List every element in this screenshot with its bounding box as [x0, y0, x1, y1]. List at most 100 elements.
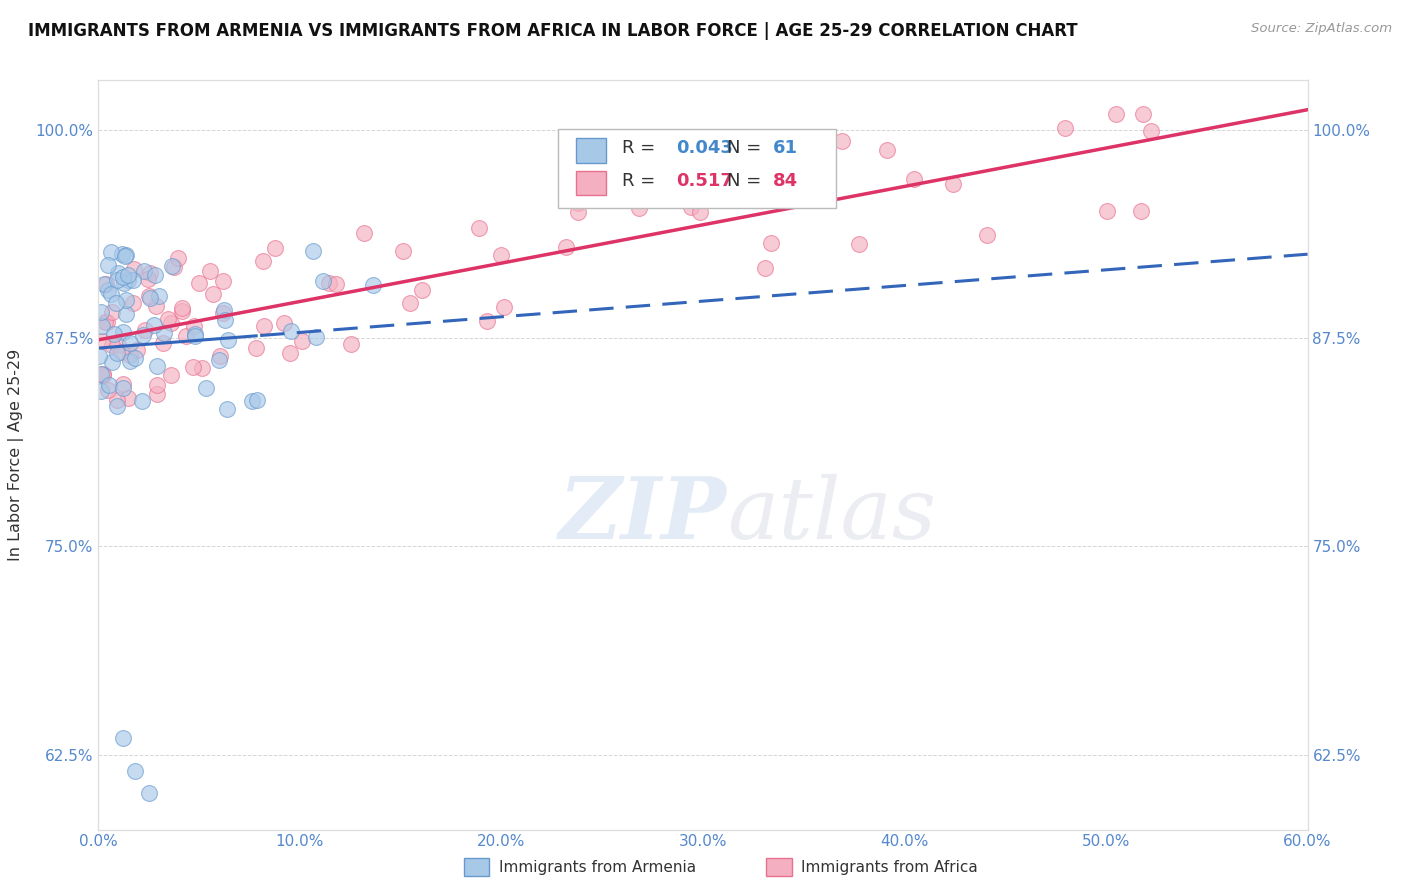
Text: Immigrants from Armenia: Immigrants from Armenia — [499, 860, 696, 874]
Point — [273, 316, 295, 330]
Point — [903, 171, 925, 186]
Point — [115, 248, 138, 262]
Point — [134, 323, 156, 337]
Point — [97, 384, 120, 398]
Point — [152, 335, 174, 350]
Point — [160, 368, 183, 383]
Point — [1129, 203, 1152, 218]
Point — [392, 244, 415, 258]
Point — [353, 226, 375, 240]
Point — [305, 329, 328, 343]
Point — [848, 237, 870, 252]
Point — [153, 326, 176, 340]
Text: R =: R = — [621, 139, 655, 157]
Point — [278, 346, 301, 360]
Point — [1053, 120, 1076, 135]
Point — [134, 264, 156, 278]
Text: 0.043: 0.043 — [676, 139, 734, 157]
Point — [759, 235, 782, 250]
Point — [253, 319, 276, 334]
Point — [111, 381, 134, 395]
Point — [159, 316, 181, 330]
Point — [111, 731, 134, 745]
Point — [325, 277, 347, 291]
Text: N =: N = — [727, 172, 762, 190]
Point — [101, 354, 124, 368]
Point — [105, 346, 128, 360]
Point — [90, 305, 112, 319]
Point — [627, 201, 650, 215]
Point — [112, 276, 135, 290]
Point — [93, 277, 115, 292]
Point — [100, 245, 122, 260]
Point — [941, 177, 963, 191]
Point — [146, 387, 169, 401]
Point — [555, 240, 578, 254]
Text: 0.517: 0.517 — [676, 172, 734, 190]
Point — [252, 253, 274, 268]
Point — [120, 348, 142, 362]
Point — [318, 277, 340, 291]
Point — [399, 295, 422, 310]
Point — [96, 315, 118, 329]
Point — [121, 273, 143, 287]
Point — [90, 367, 112, 381]
Point — [174, 328, 197, 343]
Point — [208, 353, 231, 368]
Point — [117, 268, 139, 282]
FancyBboxPatch shape — [576, 170, 606, 195]
Point — [212, 306, 235, 320]
Point — [148, 289, 170, 303]
Point — [240, 393, 263, 408]
Point — [361, 278, 384, 293]
Point — [1132, 106, 1154, 120]
Point — [136, 271, 159, 285]
Point — [808, 184, 831, 198]
Point — [118, 354, 141, 368]
Point — [211, 274, 233, 288]
Point — [97, 283, 120, 297]
Point — [198, 264, 221, 278]
Point — [264, 241, 287, 255]
Point — [110, 344, 132, 359]
Point — [146, 377, 169, 392]
Point — [105, 272, 128, 286]
Point — [105, 393, 128, 408]
Point — [214, 303, 236, 318]
Text: IMMIGRANTS FROM ARMENIA VS IMMIGRANTS FROM AFRICA IN LABOR FORCE | AGE 25-29 COR: IMMIGRANTS FROM ARMENIA VS IMMIGRANTS FR… — [28, 22, 1078, 40]
Text: N =: N = — [727, 139, 762, 157]
Point — [170, 304, 193, 318]
Point — [831, 134, 853, 148]
Point — [468, 220, 491, 235]
Point — [184, 326, 207, 341]
Point — [124, 262, 146, 277]
Point — [167, 251, 190, 265]
Point — [188, 277, 211, 291]
Point — [184, 329, 207, 343]
Point — [340, 336, 363, 351]
Point — [120, 336, 142, 351]
Text: 61: 61 — [773, 139, 799, 157]
Point — [172, 301, 194, 316]
Point — [90, 384, 112, 399]
Point — [138, 289, 160, 303]
Text: Immigrants from Africa: Immigrants from Africa — [801, 860, 979, 874]
Point — [114, 249, 136, 263]
Point — [107, 266, 129, 280]
Point — [125, 343, 148, 357]
Point — [145, 299, 167, 313]
Point — [567, 204, 589, 219]
Point — [90, 318, 112, 333]
Point — [754, 260, 776, 275]
Point — [489, 248, 512, 262]
Point — [103, 326, 125, 341]
Point — [98, 378, 121, 392]
Point — [191, 360, 214, 375]
Point — [475, 314, 498, 328]
Point — [138, 786, 160, 800]
FancyBboxPatch shape — [576, 138, 606, 162]
Point — [107, 338, 129, 352]
Point — [94, 315, 117, 329]
Point — [97, 258, 120, 272]
Point — [104, 296, 127, 310]
